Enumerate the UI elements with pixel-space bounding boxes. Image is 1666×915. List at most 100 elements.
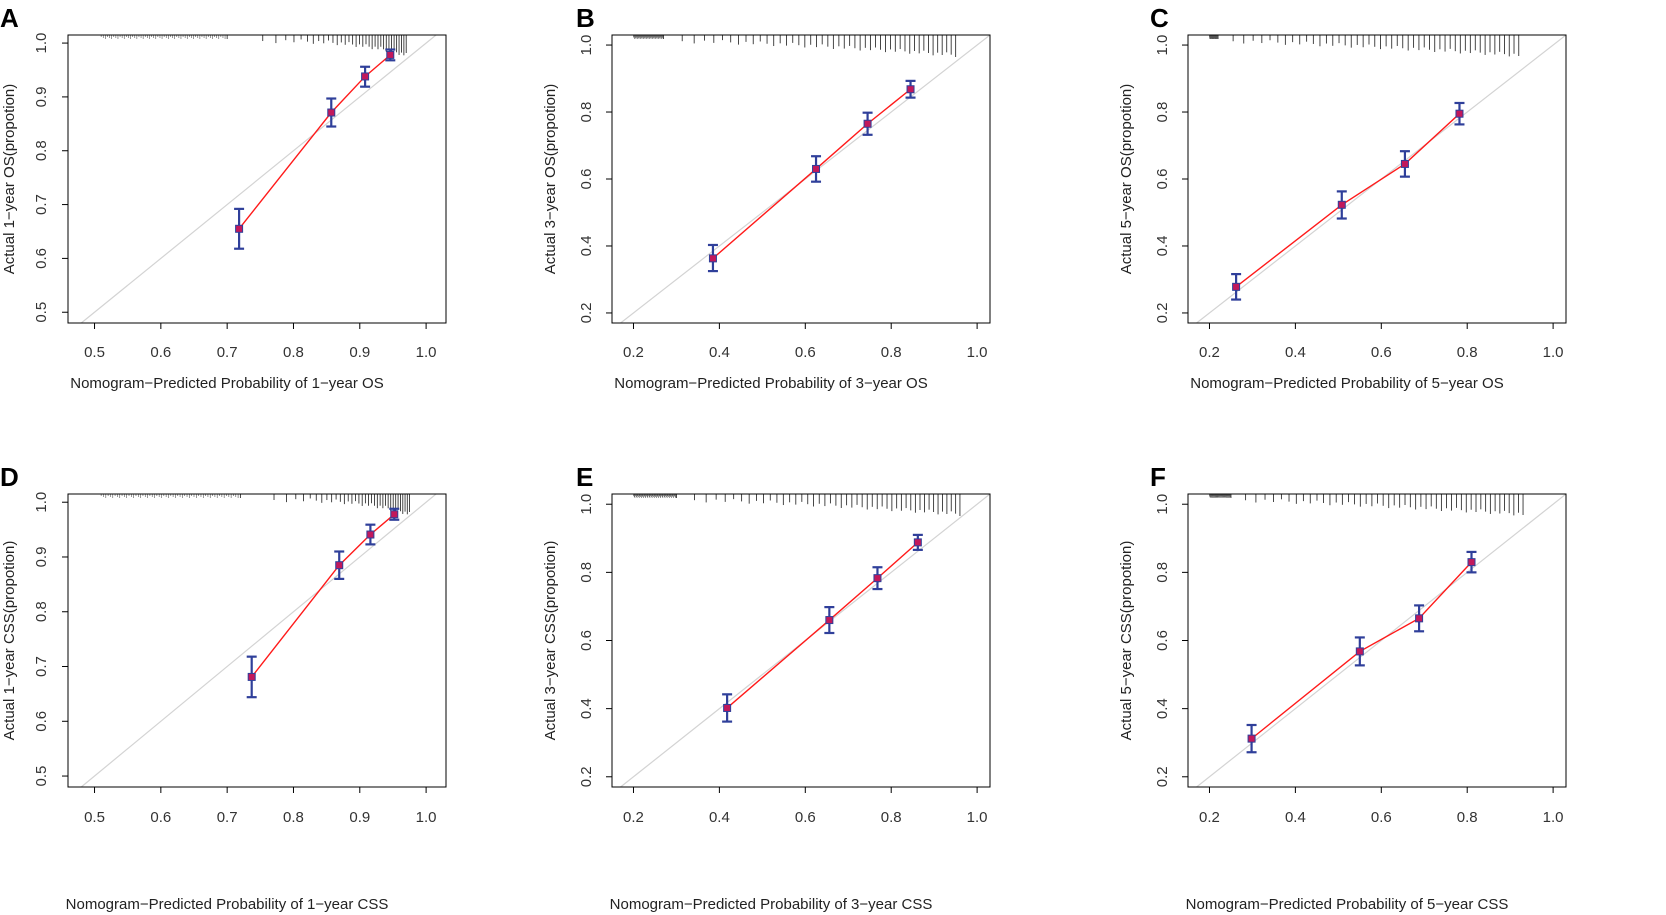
y-axis-label: Actual 1−year OS(propotion) [1, 84, 18, 275]
plot-frame [67, 34, 447, 324]
calibration-point [1337, 200, 1346, 209]
panel-a: 0.5 0.6 0.7 0.8 0.9 1.0 0.5 0.6 0.7 0.8 0.9 1.0 Nomo… [0, 3, 447, 392]
calibration-point [708, 254, 717, 263]
x-tick-label: 0.5 [84, 809, 105, 826]
y-tick-label: 0.8 [578, 102, 595, 123]
x-axis-label: Nomogram−Predicted Probability of 5−year… [1190, 375, 1503, 392]
y-tick-label: 0.5 [33, 766, 50, 787]
x-tick-label: 0.8 [881, 344, 902, 361]
x-tick-label: 1.0 [416, 809, 437, 826]
calibration-line [238, 54, 391, 230]
panel-c: 0.2 0.4 0.6 0.8 1.0 0.2 0.4 0.6 0.8 1.0 Nomogram−P… [1118, 3, 1567, 392]
calibration-point [723, 703, 732, 712]
x-tick-label: 0.2 [1199, 809, 1220, 826]
x-tick-label: 1.0 [967, 344, 988, 361]
ideal-diagonal-line [80, 35, 437, 323]
x-tick-label: 0.2 [623, 809, 644, 826]
x-tick-label: 0.2 [623, 344, 644, 361]
calibration-point [812, 164, 821, 173]
panel-d: 0.5 0.6 0.7 0.8 0.9 1.0 0.5 0.6 0.7 0.8 0.9 1.0 Nomo… [0, 462, 447, 913]
panel-f: 0.2 0.4 0.6 0.8 1.0 0.2 0.4 0.6 0.8 1.0 Nomogram−P… [1118, 462, 1567, 913]
y-tick-label: 0.6 [1154, 630, 1171, 651]
x-tick-label: 0.9 [349, 344, 370, 361]
plot-frame [611, 34, 991, 324]
calibration-line [726, 541, 919, 709]
y-tick-label: 1.0 [1154, 494, 1171, 515]
calibration-point [863, 119, 872, 128]
x-tick-label: 0.8 [283, 344, 304, 361]
rug-marks [1209, 35, 1520, 57]
y-tick-label: 0.4 [1154, 698, 1171, 719]
rug-marks [1209, 494, 1524, 516]
x-tick-label: 1.0 [967, 809, 988, 826]
x-tick-label: 0.6 [1371, 344, 1392, 361]
calibration-point [1247, 734, 1256, 743]
plot-frame [67, 493, 447, 788]
x-axis-label: Nomogram−Predicted Probability of 5−year… [1186, 896, 1509, 913]
y-axis-label: Actual 5−year CSS(propotion) [1118, 541, 1135, 741]
y-tick-label: 0.8 [33, 601, 50, 622]
x-tick-label: 0.6 [795, 344, 816, 361]
y-tick-label: 0.4 [578, 236, 595, 257]
rug-marks [633, 494, 961, 516]
y-tick-label: 0.7 [33, 656, 50, 677]
x-tick-label: 0.8 [283, 809, 304, 826]
x-tick-label: 1.0 [1543, 344, 1564, 361]
x-tick-label: 0.4 [1285, 344, 1306, 361]
y-tick-label: 0.4 [1154, 236, 1171, 257]
y-tick-label: 0.8 [33, 140, 50, 161]
ideal-diagonal-line [1196, 494, 1566, 787]
y-tick-label: 0.8 [1154, 562, 1171, 583]
y-axis-label: Actual 1−year CSS(propotion) [1, 541, 18, 741]
rug-marks [100, 35, 407, 56]
calibration-point [913, 538, 922, 547]
y-tick-label: 0.6 [578, 630, 595, 651]
x-axis-label: Nomogram−Predicted Probability of 3−year… [614, 375, 927, 392]
x-tick-label: 0.8 [1457, 344, 1478, 361]
y-tick-label: 0.8 [1154, 102, 1171, 123]
calibration-point [825, 616, 834, 625]
calibration-point [366, 530, 375, 539]
panel-letter: F [1150, 462, 1166, 492]
y-tick-label: 1.0 [578, 35, 595, 56]
calibration-line [1251, 561, 1473, 740]
calibration-point [1415, 614, 1424, 623]
y-tick-label: 0.2 [578, 303, 595, 324]
x-tick-label: 0.4 [709, 344, 730, 361]
y-tick-label: 0.4 [578, 698, 595, 719]
calibration-point [335, 561, 344, 570]
calibration-line [1235, 113, 1460, 288]
y-tick-label: 0.2 [578, 766, 595, 787]
y-tick-label: 0.6 [578, 169, 595, 190]
y-tick-label: 0.2 [1154, 766, 1171, 787]
x-tick-label: 0.9 [349, 809, 370, 826]
y-tick-label: 0.8 [578, 562, 595, 583]
ideal-diagonal-line [80, 494, 437, 787]
rug-marks [633, 35, 957, 57]
y-tick-label: 1.0 [1154, 35, 1171, 56]
x-axis-label: Nomogram−Predicted Probability of 1−year… [70, 375, 383, 392]
panel-letter: D [0, 462, 19, 492]
calibration-point [361, 72, 370, 81]
x-tick-label: 0.4 [709, 809, 730, 826]
x-axis-label: Nomogram−Predicted Probability of 3−year… [610, 896, 933, 913]
y-axis-label: Actual 3−year CSS(propotion) [542, 541, 559, 741]
x-tick-label: 0.8 [881, 809, 902, 826]
y-tick-label: 1.0 [578, 494, 595, 515]
calibration-point [906, 85, 915, 94]
y-axis-label: Actual 3−year OS(propotion) [542, 84, 559, 275]
calibration-point [390, 510, 399, 519]
calibration-point [235, 224, 244, 233]
rug-marks [100, 494, 410, 515]
panel-letter: C [1150, 3, 1169, 33]
calibration-point [1467, 558, 1476, 567]
calibration-point [1232, 282, 1241, 291]
x-tick-label: 1.0 [1543, 809, 1564, 826]
panel-e: 0.2 0.4 0.6 0.8 1.0 0.2 0.4 0.6 0.8 1.0 Nomogram−P… [542, 462, 991, 913]
x-tick-label: 0.6 [1371, 809, 1392, 826]
x-tick-label: 1.0 [416, 344, 437, 361]
x-tick-label: 0.8 [1457, 809, 1478, 826]
y-tick-label: 0.9 [33, 547, 50, 568]
x-tick-label: 0.6 [795, 809, 816, 826]
